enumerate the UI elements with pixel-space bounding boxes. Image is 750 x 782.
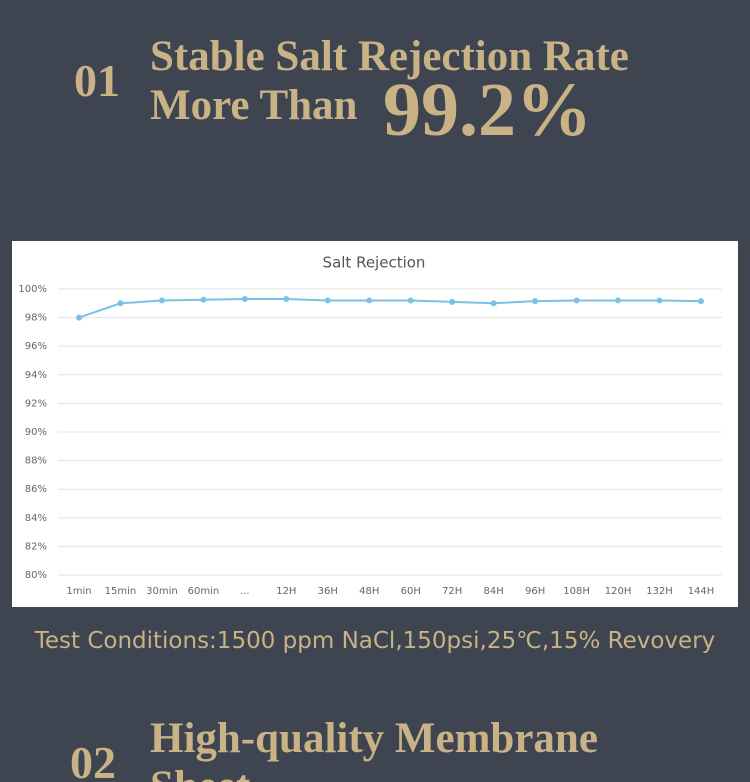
- x-tick-label: 48H: [359, 586, 379, 597]
- y-tick-label: 100%: [18, 284, 47, 295]
- data-point: [158, 297, 165, 304]
- data-point: [76, 314, 82, 321]
- x-tick-label: ...: [240, 586, 250, 597]
- x-tick-label: 96H: [525, 586, 545, 597]
- x-tick-label: 120H: [605, 586, 632, 597]
- x-tick-label: 15min: [105, 586, 137, 597]
- y-tick-label: 88%: [25, 456, 47, 467]
- data-point: [407, 297, 414, 304]
- data-point: [573, 297, 580, 304]
- x-tick-label: 84H: [484, 586, 504, 597]
- data-point: [656, 297, 663, 304]
- section-title: Stable Salt Rejection Rate: [150, 33, 629, 80]
- section-title: Sheet: [150, 763, 251, 782]
- y-tick-label: 92%: [25, 398, 47, 409]
- x-tick-label: 1min: [66, 586, 91, 597]
- data-point: [490, 300, 497, 307]
- y-tick-label: 96%: [25, 341, 47, 352]
- x-tick-label: 36H: [318, 586, 338, 597]
- data-point: [449, 298, 456, 305]
- section-title: More Than: [150, 82, 358, 129]
- data-line: [78, 298, 702, 319]
- data-point: [324, 297, 331, 304]
- x-tick-label: 12H: [276, 586, 296, 597]
- data-point: [117, 300, 124, 307]
- x-tick-label: 108H: [563, 586, 590, 597]
- data-point: [532, 298, 539, 305]
- y-tick-label: 84%: [25, 513, 47, 524]
- y-tick-label: 80%: [25, 570, 47, 581]
- y-tick-label: 90%: [25, 427, 47, 438]
- data-point: [366, 297, 373, 304]
- data-point: [615, 297, 622, 304]
- chart-title: Salt Rejection: [323, 254, 426, 272]
- data-point: [241, 296, 248, 303]
- section-title: High-quality Membrane: [150, 715, 598, 762]
- y-tick-label: 82%: [25, 541, 47, 552]
- y-tick-label: 94%: [25, 370, 47, 381]
- chart-panel: [12, 241, 738, 607]
- data-point: [283, 296, 290, 303]
- section-number: 01: [74, 55, 120, 106]
- x-tick-label: 72H: [442, 586, 462, 597]
- y-tick-label: 86%: [25, 484, 47, 495]
- x-tick-label: 132H: [646, 586, 673, 597]
- y-tick-label: 98%: [25, 313, 47, 324]
- x-tick-label: 144H: [688, 586, 715, 597]
- data-point: [200, 296, 207, 303]
- plot: 80% 82% 84% 86% 88% 90% 92% 94% 96% 98% 100% 1min 15…: [18, 284, 722, 597]
- section-number: 02: [70, 737, 116, 782]
- x-tick-label: 30min: [146, 586, 178, 597]
- highlight-value: 99.2%: [383, 68, 592, 152]
- x-tick-label: 60min: [188, 586, 220, 597]
- test-conditions: Test Conditions:1500 ppm NaCl,150psi,25℃…: [34, 628, 716, 654]
- x-tick-label: 60H: [401, 586, 421, 597]
- data-point: [698, 298, 704, 305]
